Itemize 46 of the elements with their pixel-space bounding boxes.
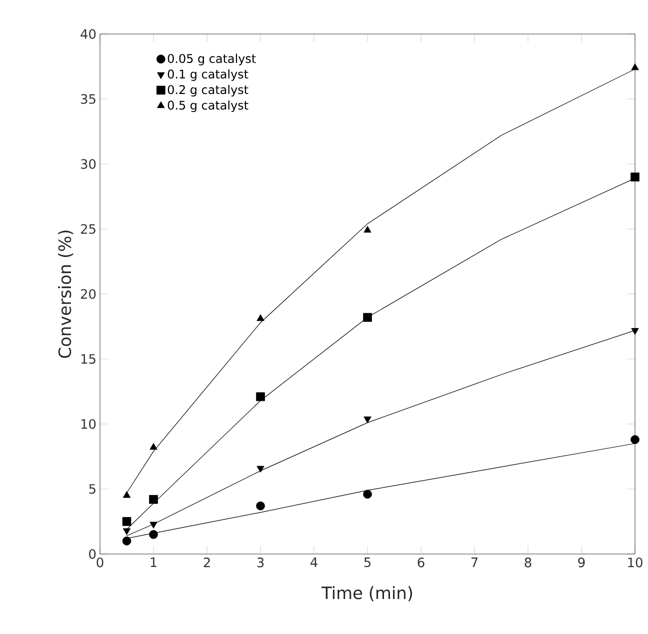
legend-label: 0.2 g catalyst [168,84,248,96]
point [363,490,372,499]
y-tick-label: 35 [80,94,96,104]
point [364,226,372,233]
y-tick-label: 40 [80,29,96,39]
point [122,536,132,546]
y-tick-label: 30 [80,159,96,169]
x-tick-label: 0 [96,558,104,568]
point [256,466,264,473]
point [631,63,639,70]
point [149,495,158,504]
point [256,314,264,321]
y-tick-label: 10 [81,419,96,429]
point [630,435,640,444]
x-tick-label: 8 [524,558,532,568]
point [149,530,158,539]
point [630,172,640,182]
x-tick-label: 2 [204,558,210,568]
legend-label: 0.5 g catalyst [168,100,248,112]
x-axis-title: Time (min) [321,586,412,602]
point [631,328,639,335]
x-tick-label: 3 [257,558,264,568]
x-tick-label: 9 [578,558,585,568]
point [122,517,132,526]
point [256,502,265,510]
y-tick-label: 0 [89,549,96,559]
legend-label: 0.05 g catalyst [168,54,256,66]
point [122,491,131,498]
x-tick-label: 5 [364,558,370,568]
y-tick-label: 5 [89,484,96,494]
y-tick-label: 15 [81,354,96,364]
x-tick-label: 4 [310,558,318,567]
point [364,416,372,424]
x-tick-label: 10 [628,558,642,568]
legend-label: 0.1 g catalyst [168,69,248,81]
point [150,443,158,450]
x-tick-label: 6 [418,558,424,568]
x-tick-label: 7 [471,558,478,567]
point [150,522,158,528]
point [256,392,265,402]
y-axis-title: Conversion (%) [58,230,74,358]
x-tick-label: 1 [150,558,156,567]
y-tick-label: 25 [80,224,96,234]
point [363,313,372,322]
y-tick-label: 20 [80,289,96,299]
point [122,528,131,535]
